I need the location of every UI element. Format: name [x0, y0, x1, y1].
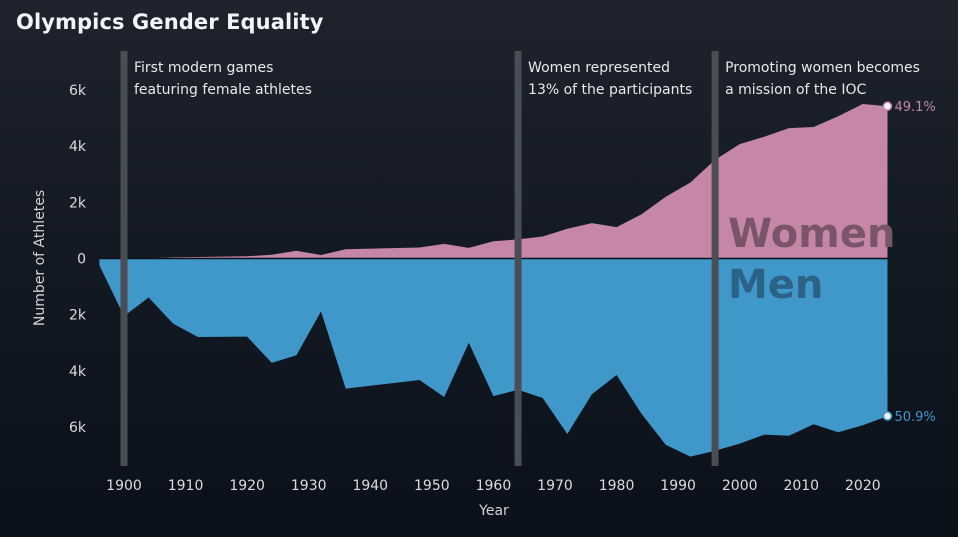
- annotation-text: 13% of the participants: [528, 82, 692, 98]
- series-label-men: Men: [728, 262, 823, 308]
- annotation-text: Promoting women becomes: [725, 60, 920, 76]
- end-marker: [882, 411, 893, 421]
- annotation-bar: [711, 51, 719, 466]
- annotation-text: Women represented: [528, 60, 670, 76]
- x-tick-label: 1970: [537, 478, 573, 494]
- y-axis-label: Number of Athletes: [32, 190, 48, 326]
- y-tick-label: 2k: [69, 308, 87, 324]
- y-tick-label: 2k: [69, 195, 87, 211]
- series-area-men: [99, 258, 888, 457]
- y-tick-label: 4k: [69, 139, 87, 155]
- y-tick-label: 6k: [69, 420, 87, 436]
- y-tick-label: 4k: [69, 364, 87, 380]
- x-tick-label: 1950: [414, 478, 450, 494]
- annotation-bar: [514, 51, 522, 466]
- chart-title: Olympics Gender Equality: [16, 10, 324, 34]
- x-tick-label: 1990: [660, 478, 696, 494]
- x-tick-label: 2010: [783, 478, 819, 494]
- end-percent-label: 50.9%: [894, 410, 935, 425]
- end-marker: [882, 101, 893, 111]
- x-tick-label: 1910: [168, 478, 204, 494]
- x-tick-label: 1900: [106, 478, 142, 494]
- x-axis-label: Year: [478, 503, 509, 519]
- series-area-women: [99, 104, 888, 259]
- series-label-women: Women: [728, 211, 895, 257]
- annotation-bar: [120, 51, 128, 466]
- x-tick-label: 1980: [599, 478, 635, 494]
- annotation-text: featuring female athletes: [134, 82, 312, 98]
- annotation-text: First modern games: [134, 60, 273, 76]
- x-tick-label: 1960: [476, 478, 512, 494]
- x-tick-label: 2000: [722, 478, 758, 494]
- x-tick-label: 1940: [352, 478, 388, 494]
- x-tick-label: 1920: [229, 478, 265, 494]
- end-percent-label: 49.1%: [894, 100, 935, 115]
- x-tick-label: 1930: [291, 478, 327, 494]
- y-tick-label: 0: [77, 252, 86, 268]
- x-tick-label: 2020: [845, 478, 881, 494]
- y-tick-label: 6k: [69, 83, 87, 99]
- annotation-text: a mission of the IOC: [725, 82, 866, 98]
